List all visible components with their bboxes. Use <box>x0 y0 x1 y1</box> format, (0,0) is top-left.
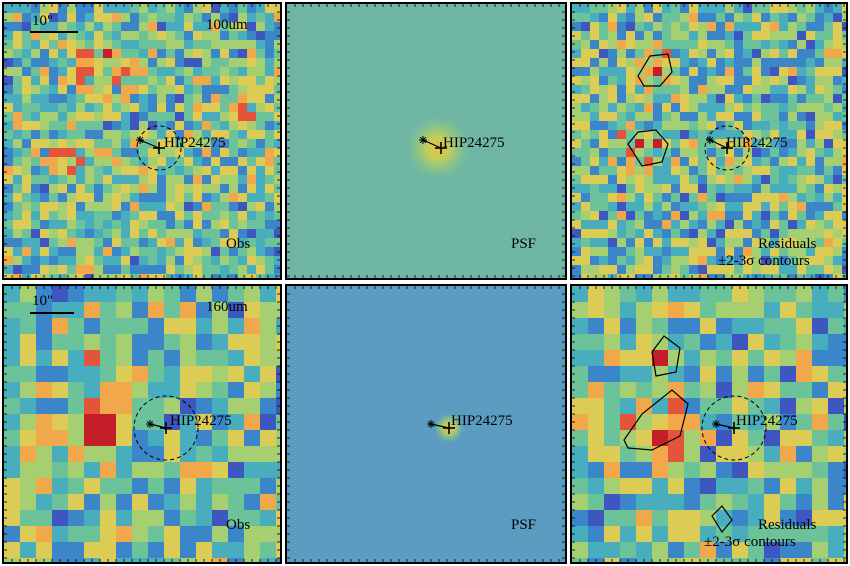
target-label: HIP24275 <box>726 135 788 151</box>
panel-160um-obs: 10" 160um HIP24275 Obs <box>2 284 282 564</box>
image-100um-residuals <box>572 4 846 278</box>
target-label: HIP24275 <box>170 413 232 429</box>
scalebar <box>30 312 74 314</box>
image-160um-psf <box>287 286 565 562</box>
panel-160um-psf: HIP24275 PSF <box>285 284 567 564</box>
band-label: 100um <box>206 17 248 33</box>
corner-label-line2: ±2-3σ contours <box>718 253 810 269</box>
corner-label-line2: ±2-3σ contours <box>704 534 796 550</box>
target-label: HIP24275 <box>443 135 505 151</box>
panel-100um-residuals: HIP24275 Residuals ±2-3σ contours <box>570 2 848 280</box>
panel-100um-psf: HIP24275 PSF <box>285 2 567 280</box>
panel-100um-obs: 10" 100um HIP24275 Obs <box>2 2 282 280</box>
corner-label-line1: Residuals <box>758 236 817 252</box>
panel-160um-residuals: HIP24275 Residuals ±2-3σ contours <box>570 284 848 564</box>
corner-label: PSF <box>511 236 537 252</box>
band-label: 160um <box>206 299 248 315</box>
target-label: HIP24275 <box>736 413 798 429</box>
corner-label-line1: Residuals <box>758 517 817 533</box>
image-100um-obs <box>4 4 280 278</box>
image-160um-residuals <box>572 286 846 562</box>
target-label: HIP24275 <box>164 135 226 151</box>
scalebar-label: 10" <box>32 13 54 29</box>
corner-label: PSF <box>511 517 537 533</box>
target-label: HIP24275 <box>451 413 513 429</box>
image-160um-obs <box>4 286 280 562</box>
scalebar <box>30 31 78 33</box>
corner-label: Obs <box>226 517 251 533</box>
scalebar-label: 10" <box>32 293 54 309</box>
image-100um-psf <box>287 4 565 278</box>
corner-label: Obs <box>226 236 251 252</box>
